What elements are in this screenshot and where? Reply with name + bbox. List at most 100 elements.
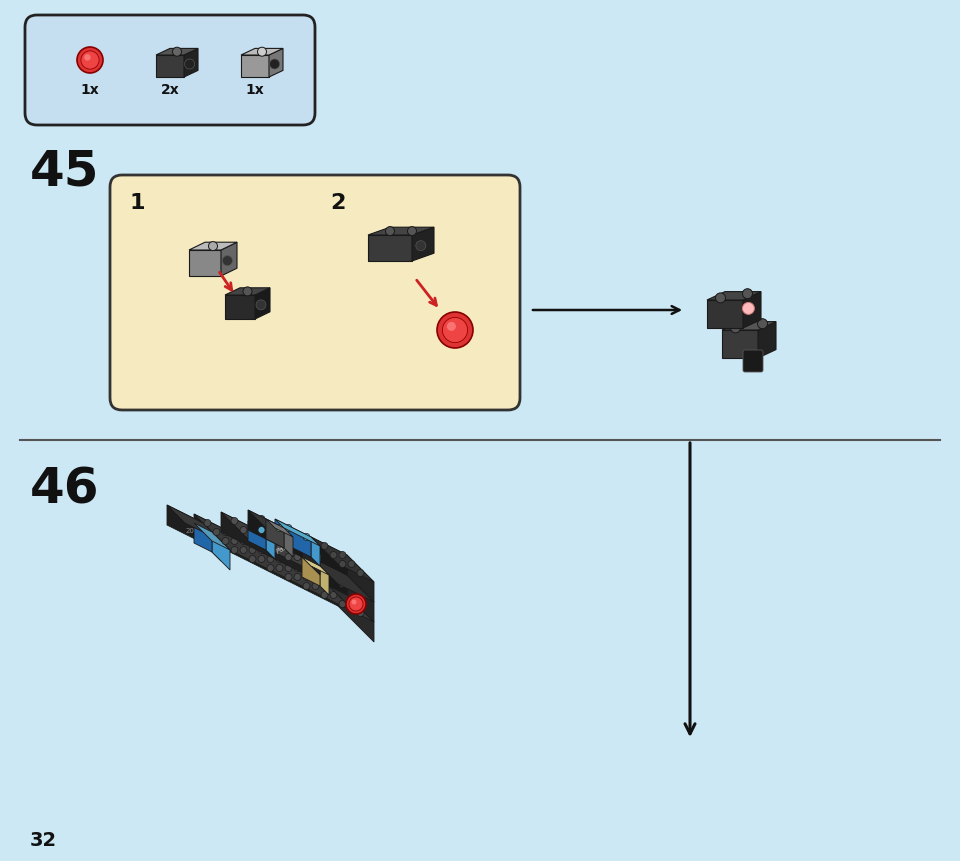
Circle shape bbox=[339, 561, 346, 567]
Circle shape bbox=[303, 583, 310, 590]
Circle shape bbox=[330, 572, 337, 579]
Polygon shape bbox=[707, 292, 761, 300]
Circle shape bbox=[321, 583, 328, 590]
Circle shape bbox=[276, 544, 283, 552]
Circle shape bbox=[757, 319, 767, 329]
Circle shape bbox=[447, 322, 456, 331]
Circle shape bbox=[294, 534, 301, 541]
Polygon shape bbox=[707, 300, 743, 328]
Polygon shape bbox=[248, 510, 302, 557]
Text: 20: 20 bbox=[185, 528, 194, 534]
Polygon shape bbox=[248, 521, 275, 539]
Polygon shape bbox=[189, 250, 221, 276]
Circle shape bbox=[346, 594, 366, 614]
Text: 2x: 2x bbox=[160, 83, 180, 97]
Circle shape bbox=[256, 300, 266, 310]
Circle shape bbox=[173, 47, 181, 56]
Polygon shape bbox=[311, 557, 374, 602]
Circle shape bbox=[240, 526, 247, 534]
Circle shape bbox=[742, 288, 753, 299]
Circle shape bbox=[243, 287, 252, 296]
FancyBboxPatch shape bbox=[25, 15, 315, 125]
Circle shape bbox=[267, 565, 274, 572]
Circle shape bbox=[267, 536, 274, 542]
Circle shape bbox=[84, 54, 90, 60]
Circle shape bbox=[222, 537, 229, 544]
Polygon shape bbox=[302, 537, 320, 575]
Circle shape bbox=[321, 562, 328, 569]
Circle shape bbox=[715, 293, 726, 303]
Circle shape bbox=[339, 600, 346, 608]
Circle shape bbox=[258, 547, 265, 554]
Circle shape bbox=[222, 529, 229, 536]
Polygon shape bbox=[412, 227, 434, 261]
FancyBboxPatch shape bbox=[110, 175, 520, 410]
Polygon shape bbox=[225, 288, 270, 295]
Polygon shape bbox=[194, 523, 230, 550]
Polygon shape bbox=[269, 48, 283, 77]
Circle shape bbox=[416, 241, 426, 251]
Polygon shape bbox=[266, 519, 284, 548]
Polygon shape bbox=[167, 505, 203, 543]
Circle shape bbox=[240, 537, 247, 544]
Circle shape bbox=[339, 552, 346, 559]
Circle shape bbox=[443, 318, 468, 343]
Circle shape bbox=[303, 554, 310, 561]
Circle shape bbox=[330, 592, 337, 598]
Circle shape bbox=[357, 610, 364, 616]
Circle shape bbox=[303, 573, 310, 580]
Circle shape bbox=[240, 547, 247, 554]
Polygon shape bbox=[221, 512, 356, 593]
Polygon shape bbox=[329, 566, 356, 613]
Polygon shape bbox=[758, 322, 776, 358]
Polygon shape bbox=[248, 510, 320, 555]
Circle shape bbox=[349, 597, 363, 611]
Circle shape bbox=[249, 555, 256, 562]
Circle shape bbox=[270, 59, 279, 69]
Circle shape bbox=[285, 565, 292, 572]
Circle shape bbox=[276, 524, 283, 531]
Polygon shape bbox=[722, 330, 758, 358]
Polygon shape bbox=[368, 227, 434, 235]
Circle shape bbox=[339, 580, 346, 587]
Circle shape bbox=[386, 226, 395, 236]
Circle shape bbox=[312, 583, 319, 590]
Circle shape bbox=[77, 47, 103, 73]
Circle shape bbox=[285, 544, 292, 552]
Polygon shape bbox=[266, 519, 293, 537]
Circle shape bbox=[321, 592, 328, 598]
Polygon shape bbox=[275, 519, 320, 546]
Circle shape bbox=[276, 555, 283, 562]
Circle shape bbox=[249, 547, 256, 554]
FancyBboxPatch shape bbox=[743, 350, 763, 372]
Polygon shape bbox=[311, 537, 374, 582]
Polygon shape bbox=[184, 48, 198, 77]
Circle shape bbox=[81, 51, 99, 69]
Circle shape bbox=[285, 534, 292, 541]
Circle shape bbox=[351, 599, 356, 604]
Polygon shape bbox=[347, 575, 374, 622]
Circle shape bbox=[285, 554, 292, 561]
Polygon shape bbox=[156, 48, 198, 55]
Circle shape bbox=[285, 573, 292, 580]
Polygon shape bbox=[722, 322, 776, 330]
Circle shape bbox=[204, 519, 211, 526]
Circle shape bbox=[208, 242, 218, 251]
Circle shape bbox=[285, 524, 292, 531]
Circle shape bbox=[258, 555, 265, 562]
Circle shape bbox=[231, 517, 238, 524]
Polygon shape bbox=[311, 537, 347, 575]
Circle shape bbox=[303, 534, 310, 541]
Polygon shape bbox=[225, 295, 255, 319]
Circle shape bbox=[303, 562, 310, 569]
Circle shape bbox=[294, 565, 301, 572]
Polygon shape bbox=[284, 528, 293, 557]
Circle shape bbox=[312, 562, 319, 569]
Circle shape bbox=[249, 526, 256, 534]
Polygon shape bbox=[275, 519, 311, 557]
Circle shape bbox=[258, 516, 265, 523]
Polygon shape bbox=[189, 242, 237, 250]
Circle shape bbox=[330, 583, 337, 590]
Circle shape bbox=[294, 573, 301, 580]
Polygon shape bbox=[320, 566, 329, 595]
